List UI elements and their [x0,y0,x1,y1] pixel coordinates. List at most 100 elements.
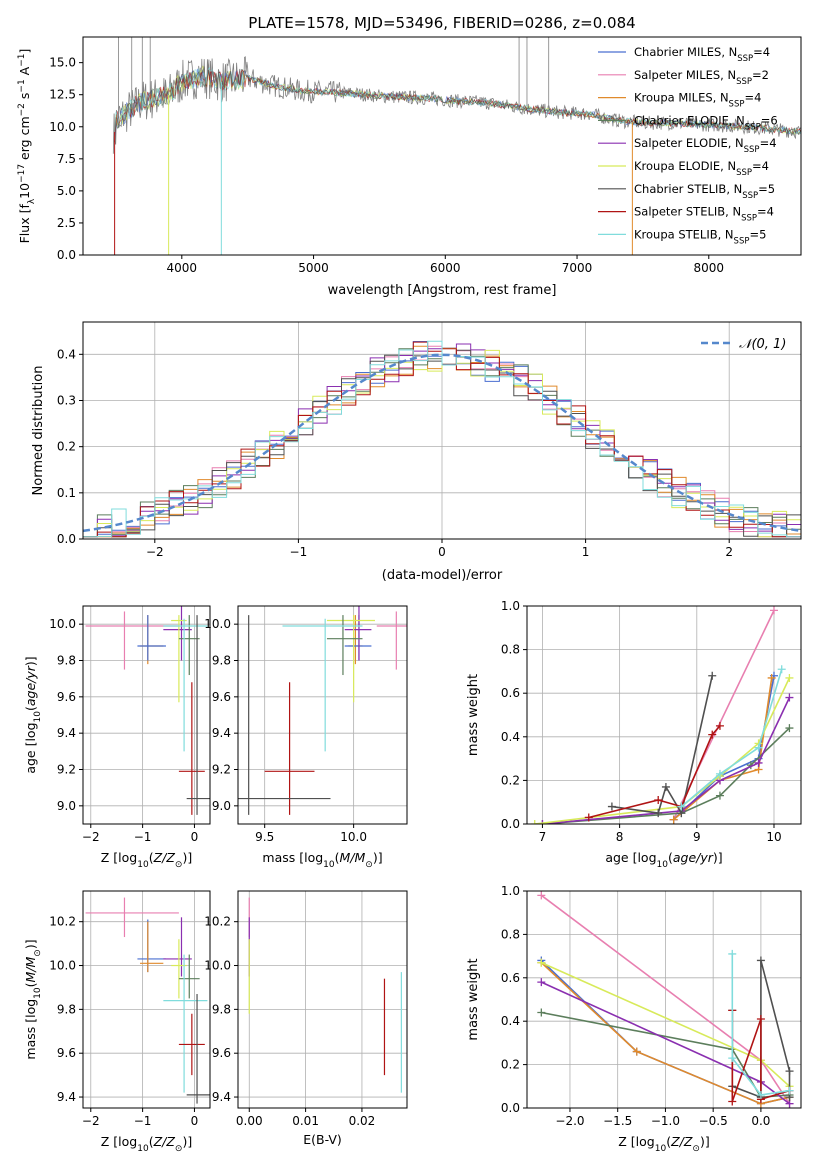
x-tick-label: −2 [146,545,164,559]
series-marker [654,809,663,818]
x-tick-label: 0 [191,1114,199,1128]
y-tick-label: 0.2 [57,440,76,454]
plot-area [112,37,801,255]
y-tick-label: 10.2 [204,915,231,929]
normal-curve [83,353,801,533]
legend-entry: Chabrier MILES, NSSP=4 [634,45,770,64]
massweight_vs_age-panel: 7 8 9 10 0.0 0.2 0.4 0.6 0.8 1.0 mass weight age [l… [466,599,802,870]
y-tick-label: 10.0 [204,617,231,631]
y-tick-label: 9.8 [212,654,231,668]
series-marker [728,1054,737,1063]
series-marker [785,1086,794,1095]
histogram-step [83,340,801,538]
y-tick-label: 0.6 [501,971,520,985]
series-marker [769,606,778,615]
series-marker [756,1015,765,1024]
plot-area [83,340,801,538]
x-tick-label: 8 [616,830,624,844]
x-tick-label: 9.5 [255,830,274,844]
x-tick-label: 8000 [694,261,725,275]
y-tick-label: 9.2 [57,763,76,777]
series-line [680,668,783,808]
legend-entry: Chabrier ELODIE, NSSP=6 [634,113,778,132]
series-marker [767,673,776,682]
plot-area [537,891,794,1108]
y-tick-label: 7.5 [57,152,76,166]
legend-entry: Kroupa ELODIE, NSSP=4 [634,159,769,178]
y-tick-label: 9.6 [212,690,231,704]
x-tick-label: 0 [438,545,446,559]
legend-entry: Salpeter ELODIE, NSSP=4 [634,136,777,155]
y-tick-label: 9.0 [57,799,76,813]
x-tick-label: 0 [191,830,199,844]
y-tick-label: 9.0 [212,799,231,813]
y-tick-label: 10.2 [49,915,76,929]
x-tick-label: −1 [134,830,152,844]
series-marker [756,1090,765,1099]
y-tick-label: 0.6 [501,686,520,700]
y-axis-label: Flux [fλ10−17 erg cm−2 s−1 A−1] [17,49,37,244]
x-tick-label: 10.0 [340,830,367,844]
chart-title: PLATE=1578, MJD=53496, FIBERID=0286, z=0… [248,14,635,32]
series-marker [584,813,593,822]
plot-area [248,897,402,1093]
y-tick-label: 0.4 [501,730,520,744]
x-axis-label: Z [log10(Z/Z⊙)] [618,1134,709,1154]
y-tick-label: 1.0 [501,599,520,613]
x-tick-label: 10 [766,830,781,844]
y-axis-label: age [log10(age/yr)] [23,656,43,773]
mass_vs_Z-panel: −2 −1 0 9.4 9.6 9.8 10.0 10.2 mass [log10(M/M⊙)]… [23,890,211,1154]
series-marker [654,796,663,805]
series-marker [754,743,763,752]
y-tick-label: 9.4 [57,1090,76,1104]
series-marker [607,802,616,811]
model-spectrum [114,66,801,143]
residuals-panel: −2 −1 0 1 2 0.0 0.1 0.2 0.3 0.4 (data-model)/error… [31,321,802,583]
y-tick-label: 0.0 [501,1101,520,1115]
y-tick-label: 0.2 [501,773,520,787]
y-tick-label: 10.0 [49,120,76,134]
series-marker [777,665,786,674]
series-marker [537,978,546,987]
axes-frame [526,605,802,825]
y-tick-label: 0.8 [501,643,520,657]
y-tick-label: 9.8 [57,1002,76,1016]
axes-frame [82,36,802,256]
y-tick-label: 15.0 [49,56,76,70]
series-marker [677,802,686,811]
x-axis-label: E(B-V) [303,1132,342,1147]
x-tick-label: −1.5 [603,1114,632,1128]
axes-frame [237,890,408,1109]
y-tick-label: 9.6 [212,1046,231,1060]
legend-entry: Salpeter MILES, NSSP=2 [634,68,769,87]
series-marker [708,671,717,680]
x-tick-label: 0.02 [349,1114,376,1128]
y-tick-label: 10.0 [49,959,76,973]
series-marker [537,1008,546,1017]
y-tick-label: 0.0 [57,248,76,262]
series-marker [785,693,794,702]
plot-area [85,606,210,815]
series-marker [715,721,724,730]
series-marker [708,730,717,739]
y-tick-label: 9.6 [57,1046,76,1060]
x-tick-label: −2.0 [555,1114,584,1128]
y-tick-label: 9.2 [212,763,231,777]
x-tick-label: −0.5 [699,1114,728,1128]
data-spectrum [112,56,801,154]
y-tick-label: 10.0 [204,959,231,973]
series-line [541,1011,790,1099]
series-marker [537,891,546,900]
x-tick-label: 2 [725,545,733,559]
series-marker [785,724,794,733]
series-line [731,1010,790,1102]
y-tick-label: 9.4 [212,726,231,740]
y-tick-label: 0.4 [501,1014,520,1028]
mass_vs_ebv-panel: 0.00 0.01 0.02 9.4 9.6 9.8 10.0 10.2 E(B-V) [204,890,408,1147]
series-marker [754,758,763,767]
plot-area [85,897,210,1104]
y-tick-label: 0.0 [57,532,76,546]
y-tick-label: 9.6 [57,690,76,704]
y-tick-label: 9.4 [57,726,76,740]
